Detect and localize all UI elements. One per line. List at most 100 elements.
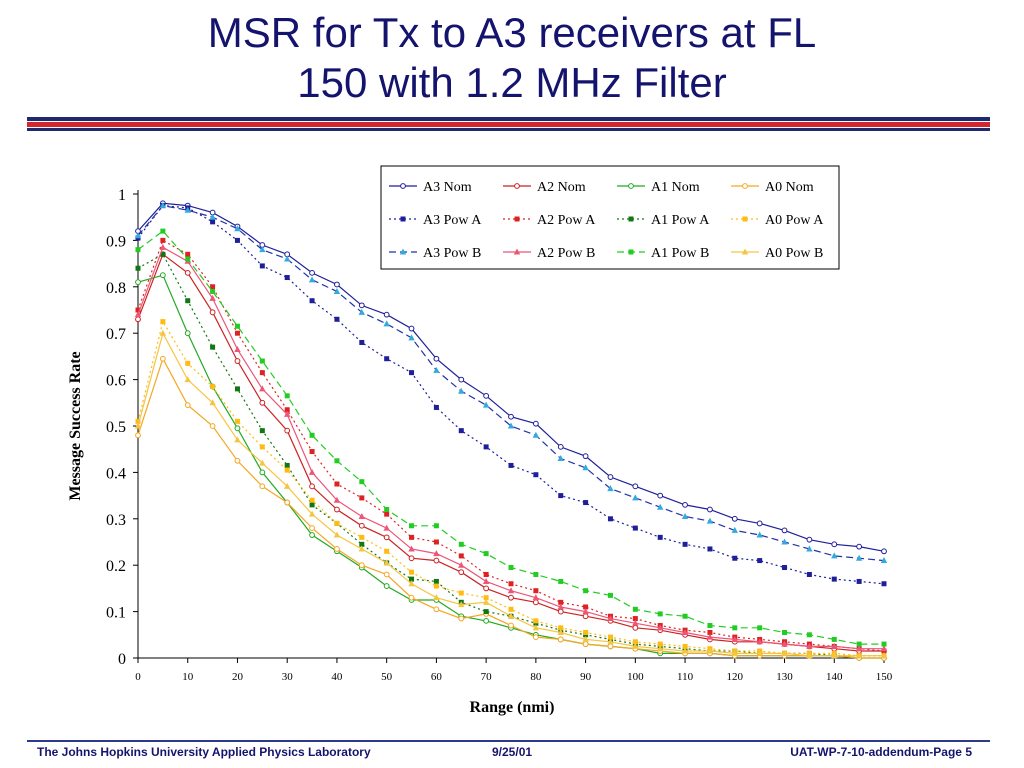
data-point-a0-pow-b — [681, 647, 689, 654]
data-point-a1-pow-a — [135, 265, 141, 271]
data-point-a2-nom — [234, 358, 241, 364]
data-point-a2-pow-a — [135, 307, 141, 313]
data-point-a1-pow-a — [483, 609, 489, 615]
data-point-a0-nom — [309, 525, 315, 531]
data-point-a3-nom — [309, 269, 315, 276]
data-point-a3-pow-b — [358, 308, 365, 315]
data-point-a0-pow-b — [632, 642, 639, 649]
data-point-a1-nom — [483, 617, 490, 624]
data-point-a3-pow-a — [409, 370, 415, 376]
data-point-a2-pow-b — [308, 468, 316, 475]
data-point-a1-nom — [135, 279, 141, 286]
x-tick-label: 110 — [677, 671, 694, 683]
data-point-a1-nom — [184, 330, 191, 337]
data-point-a1-pow-b — [707, 623, 713, 629]
data-point-a1-pow-b — [881, 641, 887, 647]
data-point-a0-pow-b — [880, 652, 888, 659]
data-point-a2-nom — [284, 427, 291, 434]
data-point-a0-pow-a — [558, 625, 564, 631]
data-point-a1-pow-a — [210, 344, 216, 350]
data-point-a2-nom — [557, 608, 564, 615]
data-point-a0-nom — [209, 423, 216, 429]
data-point-a3-nom — [632, 483, 639, 490]
data-point-a0-pow-b — [731, 649, 738, 656]
y-tick-label: 0.5 — [106, 419, 126, 436]
data-point-a0-nom — [234, 457, 241, 464]
data-point-a3-nom — [731, 515, 738, 522]
data-point-a3-pow-b — [557, 454, 564, 461]
data-point-a3-pow-a — [657, 534, 663, 540]
data-point-a0-pow-a — [657, 641, 663, 647]
data-point-a3-pow-b — [383, 320, 390, 327]
data-point-a0-pow-b — [408, 580, 415, 587]
data-point-a2-pow-b — [632, 619, 639, 626]
data-point-a1-nom — [159, 272, 166, 279]
chart-axes: 00.10.20.30.40.50.60.70.80.910 10 20 30 40 50… — [106, 187, 893, 683]
x-tick-label: 20 — [232, 671, 244, 683]
y-tick-label: 0 — [118, 651, 126, 668]
data-point-a1-nom — [383, 583, 390, 589]
data-point-a1-pow-b — [259, 358, 265, 364]
legend-swatch-marker — [514, 183, 520, 189]
data-point-a3-nom — [881, 548, 887, 555]
data-point-a3-pow-b — [731, 526, 738, 533]
data-point-a3-pow-b — [134, 232, 142, 239]
data-point-a0-pow-b — [134, 422, 142, 429]
data-point-a2-pow-b — [358, 512, 365, 519]
data-point-a3-pow-a — [682, 541, 688, 547]
data-point-a1-pow-b — [831, 636, 837, 642]
data-point-a0-pow-b — [482, 598, 490, 605]
data-point-a1-pow-b — [359, 479, 365, 485]
data-point-a1-pow-b — [856, 641, 862, 647]
data-point-a0-nom — [383, 571, 390, 578]
data-point-a2-pow-a — [384, 511, 390, 517]
data-point-a3-nom — [756, 520, 763, 527]
x-tick-label: 70 — [481, 671, 493, 683]
data-point-a1-pow-b — [135, 247, 141, 253]
data-point-a1-pow-b — [806, 632, 812, 638]
legend-label: A2 Nom — [537, 180, 586, 195]
legend-item-a1-pow-b: A1 Pow B — [617, 246, 709, 261]
data-point-a3-pow-a — [508, 462, 514, 468]
data-point-a3-pow-a — [234, 237, 240, 243]
data-point-a3-nom — [532, 420, 539, 427]
y-tick-label: 0.6 — [106, 373, 126, 390]
data-point-a0-nom — [582, 641, 589, 647]
data-point-a0-pow-b — [532, 624, 540, 631]
header-rule-blue-top — [27, 117, 990, 121]
data-point-a0-pow-b — [458, 601, 465, 608]
legend-label: A1 Pow A — [651, 213, 710, 228]
chart-legend: A3 Nom A2 Nom A1 Nom A0 Nom A3 Pow A A2 Pow A… — [380, 165, 840, 270]
legend-item-a2-nom: A2 Nom — [503, 180, 586, 195]
data-point-a0-pow-a — [185, 360, 191, 366]
data-point-a0-nom — [184, 402, 191, 409]
data-point-a3-pow-b — [408, 334, 415, 341]
data-point-a3-pow-b — [532, 431, 540, 438]
data-point-a3-nom — [458, 376, 465, 383]
data-point-a3-pow-b — [184, 206, 191, 213]
data-point-a3-nom — [781, 527, 788, 534]
data-point-a0-nom — [284, 499, 291, 506]
data-point-a3-pow-a — [533, 472, 539, 478]
legend-label: A1 Pow B — [651, 246, 709, 261]
data-point-a1-pow-a — [359, 541, 365, 547]
x-tick-label: 150 — [876, 671, 893, 683]
data-point-a1-pow-b — [657, 611, 663, 617]
data-point-a0-pow-a — [533, 618, 539, 624]
data-point-a0-pow-b — [159, 329, 167, 336]
legend-label: A0 Pow B — [765, 246, 823, 261]
data-point-a0-pow-a — [160, 319, 166, 325]
data-point-a2-pow-b — [681, 628, 689, 635]
data-point-a3-pow-b — [607, 485, 614, 492]
y-tick-label: 1 — [118, 187, 126, 204]
data-point-a0-nom — [433, 606, 440, 613]
data-point-a1-pow-b — [185, 256, 191, 262]
data-point-a3-pow-a — [632, 525, 638, 531]
data-point-a2-nom — [433, 557, 440, 564]
data-point-a3-pow-b — [855, 554, 863, 561]
data-point-a2-pow-a — [359, 495, 365, 501]
data-point-a3-pow-b — [458, 387, 465, 394]
data-point-a3-pow-a — [806, 571, 812, 577]
data-point-a3-pow-b — [333, 287, 341, 294]
data-point-a2-pow-b — [706, 633, 714, 640]
